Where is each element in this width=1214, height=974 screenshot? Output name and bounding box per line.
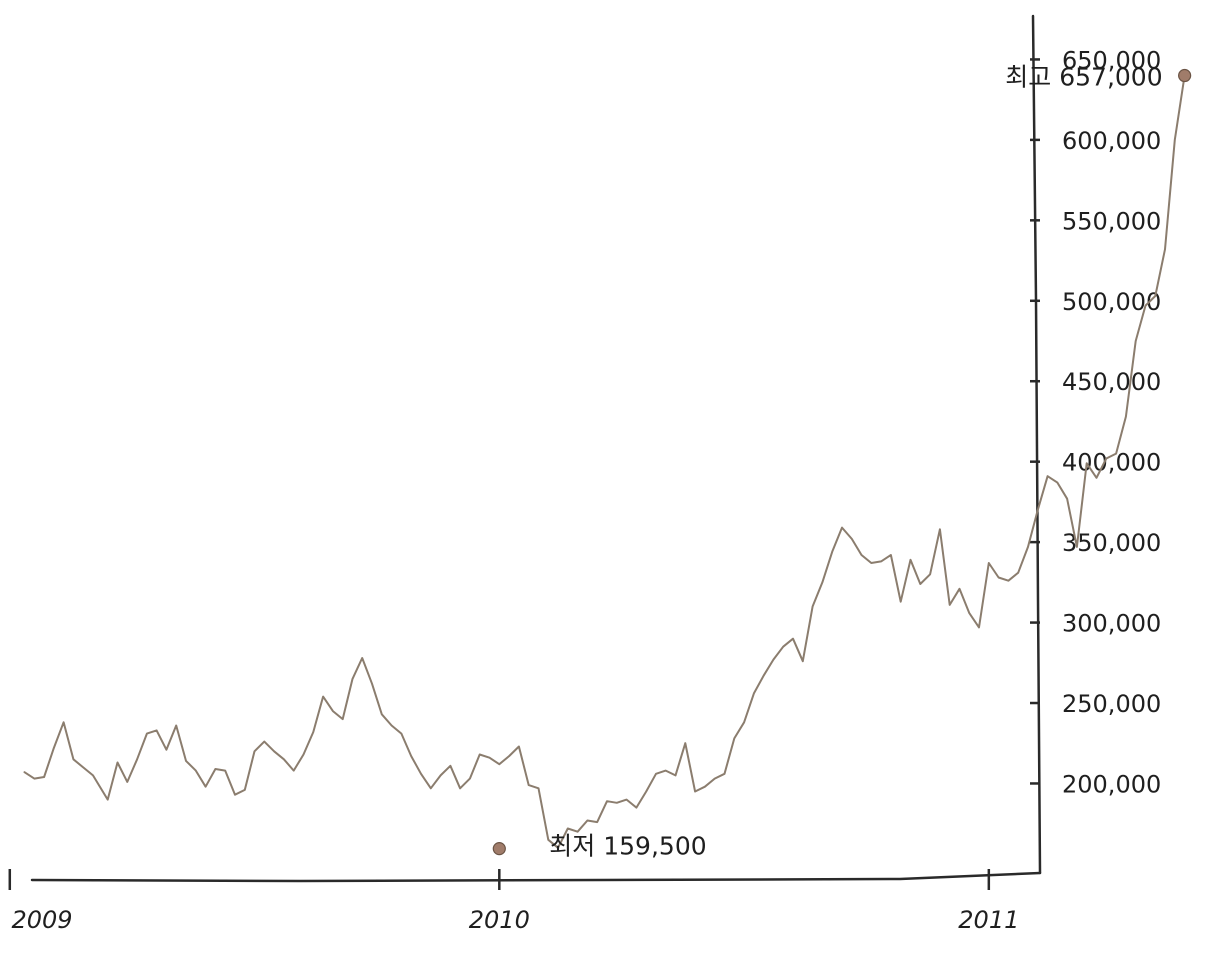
x-axis-line bbox=[30, 871, 1042, 883]
y-tick-label: 250,000 bbox=[1062, 690, 1161, 718]
x-tick-label: 2010 bbox=[469, 906, 530, 934]
y-ticks: 200,000250,000300,000350,000400,000450,0… bbox=[1030, 46, 1161, 798]
y-tick-label: 550,000 bbox=[1062, 207, 1161, 235]
y-tick-label: 650,000 bbox=[1062, 46, 1161, 74]
max-annotation-label: 최고 657,000 bbox=[1005, 63, 1162, 92]
x-tick-label: 2011 bbox=[958, 906, 1019, 934]
y-tick-label: 600,000 bbox=[1062, 127, 1161, 155]
series-line bbox=[23, 74, 1186, 849]
y-axis: 200,000250,000300,000350,000400,000450,0… bbox=[1030, 14, 1161, 875]
y-tick-label: 200,000 bbox=[1062, 770, 1161, 798]
x-ticks: 2009 2010 2011 bbox=[8, 869, 1019, 934]
min-annotation-label: 최저 159,500 bbox=[549, 832, 706, 861]
x-axis: 2009 2010 2011 bbox=[8, 869, 1042, 934]
y-tick-label: 300,000 bbox=[1062, 610, 1161, 638]
y-tick-label: 400,000 bbox=[1062, 449, 1161, 477]
x-tick-label: 2009 bbox=[11, 906, 72, 934]
y-tick-label: 450,000 bbox=[1062, 368, 1161, 396]
annotations: 최고 657,000 최저 159,500 bbox=[492, 63, 1192, 861]
series-group bbox=[23, 74, 1186, 849]
max-marker bbox=[1178, 68, 1192, 83]
min-marker bbox=[492, 842, 506, 856]
y-tick-label: 500,000 bbox=[1062, 288, 1161, 316]
y-axis-line bbox=[1031, 14, 1042, 875]
